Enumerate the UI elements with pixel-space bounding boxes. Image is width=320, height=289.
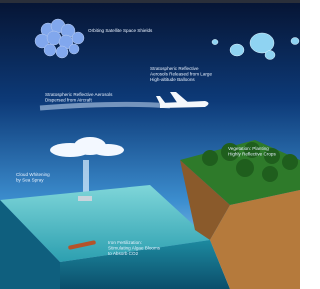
label-line: High-altitude Balloons <box>150 77 195 82</box>
label-line: Highly Reflective Crops <box>228 152 276 157</box>
top-strip <box>0 0 309 3</box>
ship <box>78 196 92 201</box>
label-line: Stimulating Algae Blooms <box>108 246 161 251</box>
label-line: Orbiting Satellite Space Shields <box>88 28 153 33</box>
label-line: Iron Fertilization: <box>108 240 142 245</box>
label-line: Stratospheric Reflective Aerosols <box>45 92 113 97</box>
label-line: Aerosols Released from Large <box>150 72 212 77</box>
label-line: Cloud Whitening <box>16 172 50 177</box>
label-line: to Absorb CO2 <box>108 251 139 256</box>
page: {"labels": { "space_shields": {"lines": … <box>0 0 309 289</box>
label-line: Vegetation: Planting <box>228 146 269 151</box>
label-line: by Sea Spray <box>16 178 44 183</box>
right-margin <box>300 0 309 289</box>
label-line: Stratospheric Reflective <box>150 66 199 71</box>
illustration: Orbiting Satellite Space Shields Stratosp… <box>0 0 309 289</box>
label-line: Dispersed from Aircraft <box>45 98 92 103</box>
